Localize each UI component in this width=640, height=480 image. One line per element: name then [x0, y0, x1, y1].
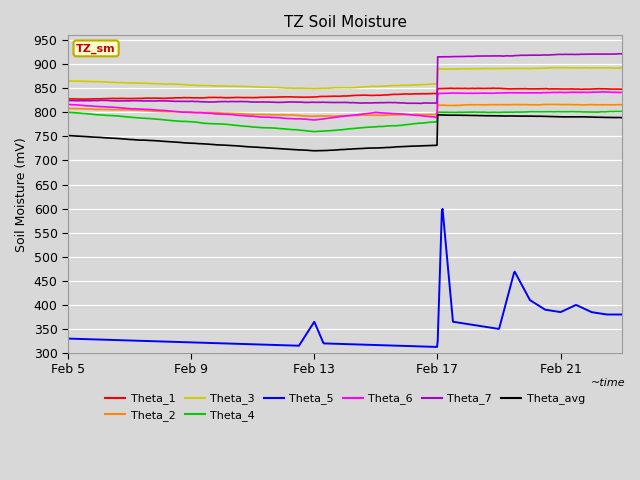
- Theta_3: [418, 82, 426, 87]
- Theta_avg: [486, 113, 493, 119]
- Title: TZ Soil Moisture: TZ Soil Moisture: [284, 15, 406, 30]
- Theta_2: [550, 101, 557, 107]
- Theta_5: [98, 337, 106, 343]
- Theta_7: [98, 97, 106, 103]
- Theta_3: [310, 86, 318, 92]
- Theta_avg: [387, 144, 394, 150]
- Theta_5: [64, 336, 72, 341]
- Theta_5: [543, 307, 550, 313]
- Theta_3: [618, 65, 626, 71]
- Theta_6: [401, 111, 409, 117]
- Theta_4: [401, 122, 409, 128]
- Line: Theta_avg: Theta_avg: [68, 115, 622, 151]
- Theta_3: [401, 83, 409, 88]
- Theta_avg: [543, 114, 550, 120]
- Line: Theta_4: Theta_4: [68, 111, 622, 132]
- Theta_7: [418, 100, 426, 106]
- Theta_2: [387, 112, 394, 118]
- Theta_2: [98, 107, 106, 112]
- Theta_6: [64, 102, 72, 108]
- Y-axis label: Soil Moisture (mV): Soil Moisture (mV): [15, 137, 28, 252]
- Theta_6: [485, 91, 493, 96]
- Theta_1: [485, 85, 493, 91]
- Theta_1: [64, 96, 72, 102]
- Theta_5: [438, 206, 446, 212]
- Theta_6: [618, 90, 626, 96]
- Theta_7: [401, 100, 408, 106]
- Line: Theta_6: Theta_6: [68, 92, 622, 120]
- Theta_avg: [418, 143, 426, 149]
- Theta_1: [618, 86, 626, 92]
- Legend: Theta_1, Theta_2, Theta_3, Theta_4, Theta_5, Theta_6, Theta_7, Theta_avg: Theta_1, Theta_2, Theta_3, Theta_4, Thet…: [106, 394, 585, 421]
- Line: Theta_7: Theta_7: [68, 54, 622, 103]
- Theta_7: [386, 100, 394, 106]
- Theta_5: [417, 344, 425, 349]
- Theta_1: [387, 92, 394, 97]
- Theta_4: [310, 129, 318, 134]
- Theta_4: [612, 108, 620, 114]
- Theta_2: [308, 113, 316, 119]
- Theta_1: [401, 91, 409, 97]
- Theta_3: [485, 66, 493, 72]
- Theta_7: [618, 51, 626, 57]
- Theta_6: [98, 104, 106, 109]
- Line: Theta_5: Theta_5: [68, 209, 622, 347]
- Theta_7: [417, 100, 424, 106]
- Theta_avg: [434, 112, 442, 118]
- Theta_3: [387, 83, 394, 89]
- Theta_3: [561, 65, 568, 71]
- Theta_2: [542, 102, 550, 108]
- Theta_4: [542, 109, 550, 115]
- Theta_avg: [310, 148, 318, 154]
- Line: Theta_3: Theta_3: [68, 68, 622, 89]
- Theta_4: [387, 123, 394, 129]
- Theta_3: [542, 65, 550, 71]
- Line: Theta_1: Theta_1: [68, 88, 622, 99]
- Theta_2: [618, 102, 626, 108]
- Theta_7: [64, 98, 72, 104]
- Theta_5: [618, 312, 626, 317]
- Theta_7: [616, 51, 624, 57]
- Theta_7: [485, 53, 493, 59]
- Theta_2: [418, 112, 426, 118]
- Theta_avg: [64, 132, 72, 138]
- Theta_1: [99, 96, 106, 102]
- Theta_5: [386, 343, 394, 348]
- Theta_5: [433, 344, 441, 350]
- Theta_3: [64, 78, 72, 84]
- Theta_4: [485, 109, 493, 115]
- Theta_3: [98, 79, 106, 84]
- Theta_5: [401, 343, 408, 349]
- Theta_6: [387, 110, 394, 116]
- Theta_1: [543, 86, 550, 92]
- Theta_6: [542, 90, 550, 96]
- Theta_1: [489, 85, 497, 91]
- Theta_4: [618, 108, 626, 114]
- Theta_1: [81, 96, 89, 102]
- Text: ~time: ~time: [590, 378, 625, 388]
- Theta_4: [64, 109, 72, 115]
- Theta_6: [310, 117, 318, 123]
- Theta_4: [98, 112, 106, 118]
- Theta_6: [418, 113, 426, 119]
- Theta_2: [64, 106, 72, 111]
- Theta_2: [485, 102, 493, 108]
- Text: TZ_sm: TZ_sm: [76, 43, 116, 54]
- Theta_7: [542, 52, 550, 58]
- Line: Theta_2: Theta_2: [68, 104, 622, 116]
- Theta_avg: [401, 144, 409, 149]
- Theta_4: [418, 120, 426, 126]
- Theta_5: [486, 324, 493, 330]
- Theta_6: [598, 89, 606, 95]
- Theta_avg: [618, 115, 626, 120]
- Theta_2: [401, 112, 409, 118]
- Theta_avg: [98, 135, 106, 141]
- Theta_1: [418, 91, 426, 96]
